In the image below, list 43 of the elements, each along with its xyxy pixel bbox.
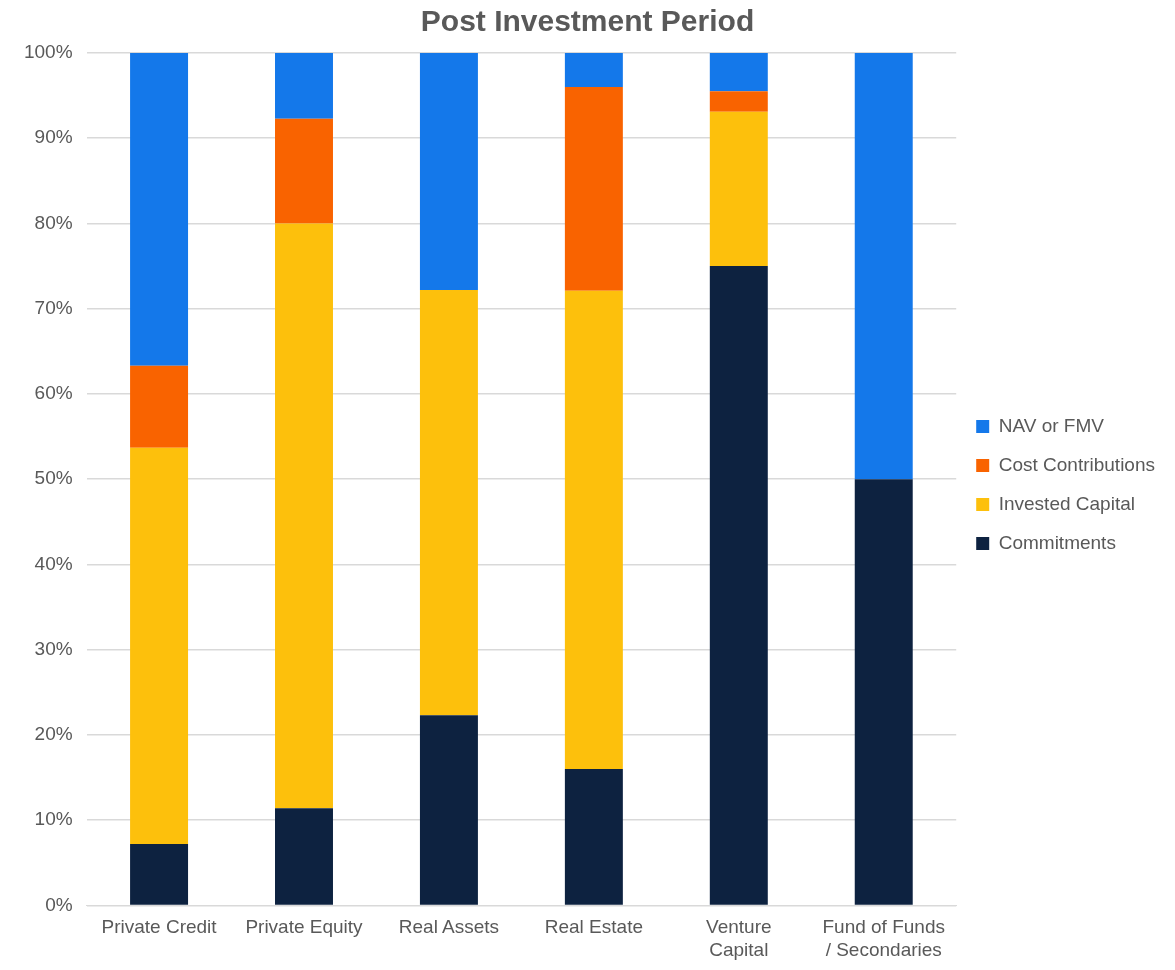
bar [275, 223, 333, 809]
bar [275, 118, 333, 224]
legend-label: Invested Capital [998, 492, 1135, 514]
x-tick-label: Real Assets [398, 916, 500, 938]
legend-label: Commitments [998, 531, 1116, 553]
x-tick-label: Fund of Funds / Secondaries [822, 916, 945, 960]
y-tick-label: 10% [34, 808, 73, 830]
chart-title: Post Investment Period [420, 4, 755, 38]
x-tick-label: Private Equity [245, 916, 364, 938]
x-tick-label: Real Estate [544, 916, 643, 938]
y-tick-label: 50% [34, 467, 73, 489]
bar [130, 365, 189, 448]
bar [130, 447, 189, 845]
bar [709, 91, 768, 112]
y-tick-label: 80% [34, 211, 73, 233]
bar [564, 53, 623, 88]
bar [854, 479, 913, 905]
legend-label: Cost Contributions [998, 453, 1155, 475]
y-tick-label: 40% [34, 552, 73, 574]
bar [709, 266, 768, 905]
y-tick-label: 70% [34, 296, 73, 318]
y-tick-label: 100% [23, 41, 73, 63]
y-tick-label: 20% [34, 723, 73, 745]
bar [419, 53, 478, 290]
bar [419, 715, 478, 905]
y-tick-label: 0% [45, 893, 73, 915]
bar [419, 289, 478, 716]
bar [709, 111, 768, 267]
y-tick-label: 90% [34, 126, 73, 148]
x-tick-label: Venture Capital [706, 916, 772, 960]
bar [275, 808, 333, 905]
bar [130, 844, 189, 905]
bar [275, 53, 333, 119]
y-tick-label: 30% [34, 637, 73, 659]
bar [564, 769, 623, 905]
bar [564, 290, 623, 770]
legend-label: NAV or FMV [998, 414, 1105, 436]
bar [564, 87, 623, 291]
x-tick-label: Private Credit [101, 916, 218, 938]
y-tick-label: 60% [34, 382, 73, 404]
bar [130, 53, 189, 366]
bar [854, 53, 913, 480]
bar [709, 53, 768, 92]
